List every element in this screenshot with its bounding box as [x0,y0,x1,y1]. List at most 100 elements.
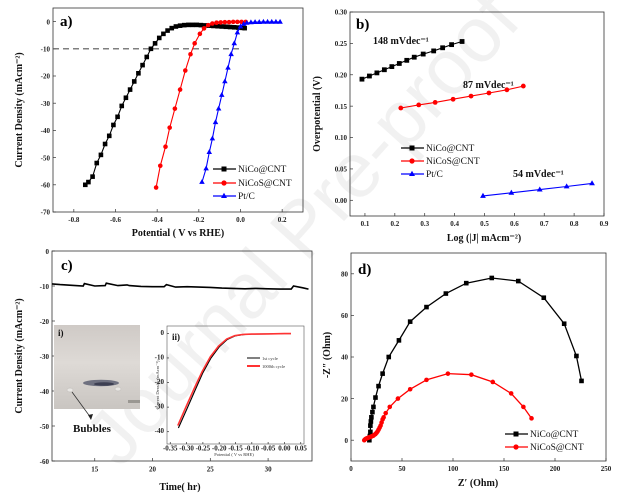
series-nicos-cnt [398,83,526,111]
x-tick-label: 20 [149,466,157,474]
data-point [515,278,521,284]
data-point [197,31,203,37]
x-tick-label: -0.10 [245,445,260,453]
panel-a-legend: NiCo@CNT NiCoS@CNT Pt/C [213,165,292,202]
series-line [177,332,291,426]
data-point [173,24,179,29]
x-tick-label: 0.00 [278,445,291,453]
legend-label: 1000th cycle [262,364,285,369]
y-tick-label: 0.15 [335,103,348,111]
data-point [504,87,510,93]
panel-c-xticks: 15 20 25 30 [91,458,272,474]
data-point [152,41,158,46]
legend-item-nicos-cnt: NiCoS@CNT [213,179,292,189]
data-point [376,383,381,389]
data-point [380,371,385,376]
x-tick-label: -0.35 [163,445,178,453]
data-point [202,23,208,28]
legend-item-nico-cnt: NiCo@CNT [401,144,475,154]
x-tick-label: 25 [207,466,215,474]
panel-b-xlabel: Log (|J| mAcm⁻²) [447,233,521,244]
data-point [449,42,454,48]
y-tick-label: -40 [155,427,165,435]
panel-d-label: d) [358,262,371,278]
x-tick-label: 0.05 [295,445,308,453]
x-tick-label: -0.6 [110,216,122,224]
panel-b-legend: NiCo@CNT NiCoS@CNT Pt/C [401,144,480,180]
data-point [119,103,125,109]
series-line [201,21,281,183]
data-point [192,41,197,46]
series-line [51,282,309,290]
data-point [480,192,486,198]
data-point [521,404,526,410]
data-point [214,20,219,25]
series-1000th-cycle [177,332,291,426]
legend-label: NiCoS@CNT [426,157,480,167]
data-point [387,404,393,410]
panel-a-label: a) [60,14,73,30]
arrow-head-icon [88,414,93,420]
data-point [186,22,191,28]
data-point [386,354,392,360]
data-point [127,87,133,92]
data-point [165,28,170,33]
y-tick-label: -20 [41,73,51,81]
data-point [398,105,404,111]
data-point [489,275,495,281]
data-point [450,96,456,102]
y-tick-label: -20 [155,378,165,386]
panel-d-xlabel: Z′ (Ohm) [458,478,498,489]
data-point [223,24,229,30]
inset-i-photo: i) Bubbles [54,325,140,435]
data-point [235,19,240,25]
data-point [115,114,120,120]
data-point [215,105,222,111]
x-tick-label: -0.2 [193,216,205,224]
data-point [86,179,91,185]
data-point [123,95,129,101]
data-point [368,419,374,424]
panel-b-series [359,39,595,198]
data-point [443,291,449,296]
y-tick-label: 0.20 [335,71,348,79]
panel-c-xlabel: Time( hr) [159,482,200,493]
series-nico-cnt [82,22,247,188]
inset-i-label: i) [58,328,64,338]
series-line [482,182,593,197]
tafel-slope-pt-c: 54 mVdec⁻¹ [513,169,564,180]
inset-ii-chart: ii) Potential ( V vs RHE) Current Densit… [155,325,308,457]
legend-label: NiCo@CNT [530,430,579,440]
data-point [381,67,387,73]
series-line [368,277,583,441]
inset-ii-ylabel: Current Density (mAcm⁻²) [155,360,160,409]
data-point [215,23,220,29]
y-tick-label: -50 [40,423,50,431]
inset-ii-label: ii) [172,332,180,342]
y-tick-label: -20 [40,318,50,326]
data-point [252,19,258,24]
data-point [161,31,166,37]
data-point [395,396,401,401]
data-point [440,45,446,51]
data-point [416,102,422,108]
y-tick-label: -60 [40,458,50,466]
data-point [157,163,163,169]
data-point [228,51,234,57]
data-point [199,179,205,184]
data-point [169,25,175,31]
inset-ii-yticks: 0 -10 -20 -30 -40 [155,329,169,435]
panel-c-ylabel: Current Density (mAcm⁻²) [14,298,25,413]
panel-b-yticks: 0.00 0.05 0.10 0.15 0.20 0.25 0.30 [335,9,353,205]
data-point [431,48,437,54]
data-point [205,22,211,28]
inset-ii-legend: 1st cycle 1000th cycle [247,356,285,369]
x-tick-label: 50 [399,465,407,473]
panel-b-ylabel: Overpotential (V) [312,76,323,152]
data-point [373,395,378,400]
data-point [225,64,231,70]
data-point [368,423,373,428]
legend-item-1st-cycle: 1st cycle [247,356,278,361]
series-line [400,85,524,109]
